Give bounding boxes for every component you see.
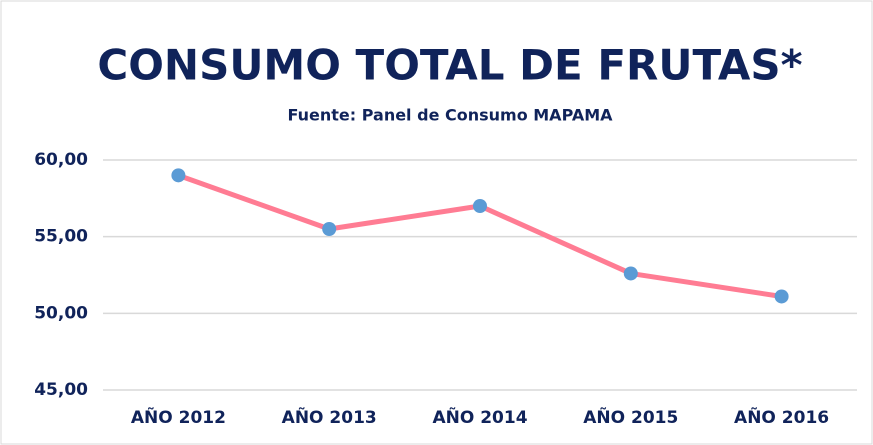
y-tick-label: 55,00 bbox=[34, 227, 88, 247]
data-point bbox=[322, 222, 337, 236]
data-point bbox=[623, 266, 638, 281]
chart-subtitle: Fuente: Panel de Consumo MAPAMA bbox=[287, 106, 613, 125]
y-tick-label: 50,00 bbox=[34, 303, 88, 323]
chart-title: CONSUMO TOTAL DE FRUTAS* bbox=[97, 41, 802, 90]
data-point bbox=[473, 199, 487, 213]
y-tick-label: 60,00 bbox=[34, 150, 88, 170]
x-tick-label: AÑO 2013 bbox=[282, 405, 377, 428]
x-tick-label: AÑO 2015 bbox=[583, 405, 678, 428]
x-tick-label: AÑO 2016 bbox=[734, 405, 829, 428]
x-tick-label: AÑO 2014 bbox=[432, 405, 527, 428]
data-point bbox=[774, 289, 789, 304]
data-point bbox=[171, 168, 186, 183]
x-tick-label: AÑO 2012 bbox=[131, 405, 226, 428]
y-tick-label: 45,00 bbox=[34, 380, 88, 400]
